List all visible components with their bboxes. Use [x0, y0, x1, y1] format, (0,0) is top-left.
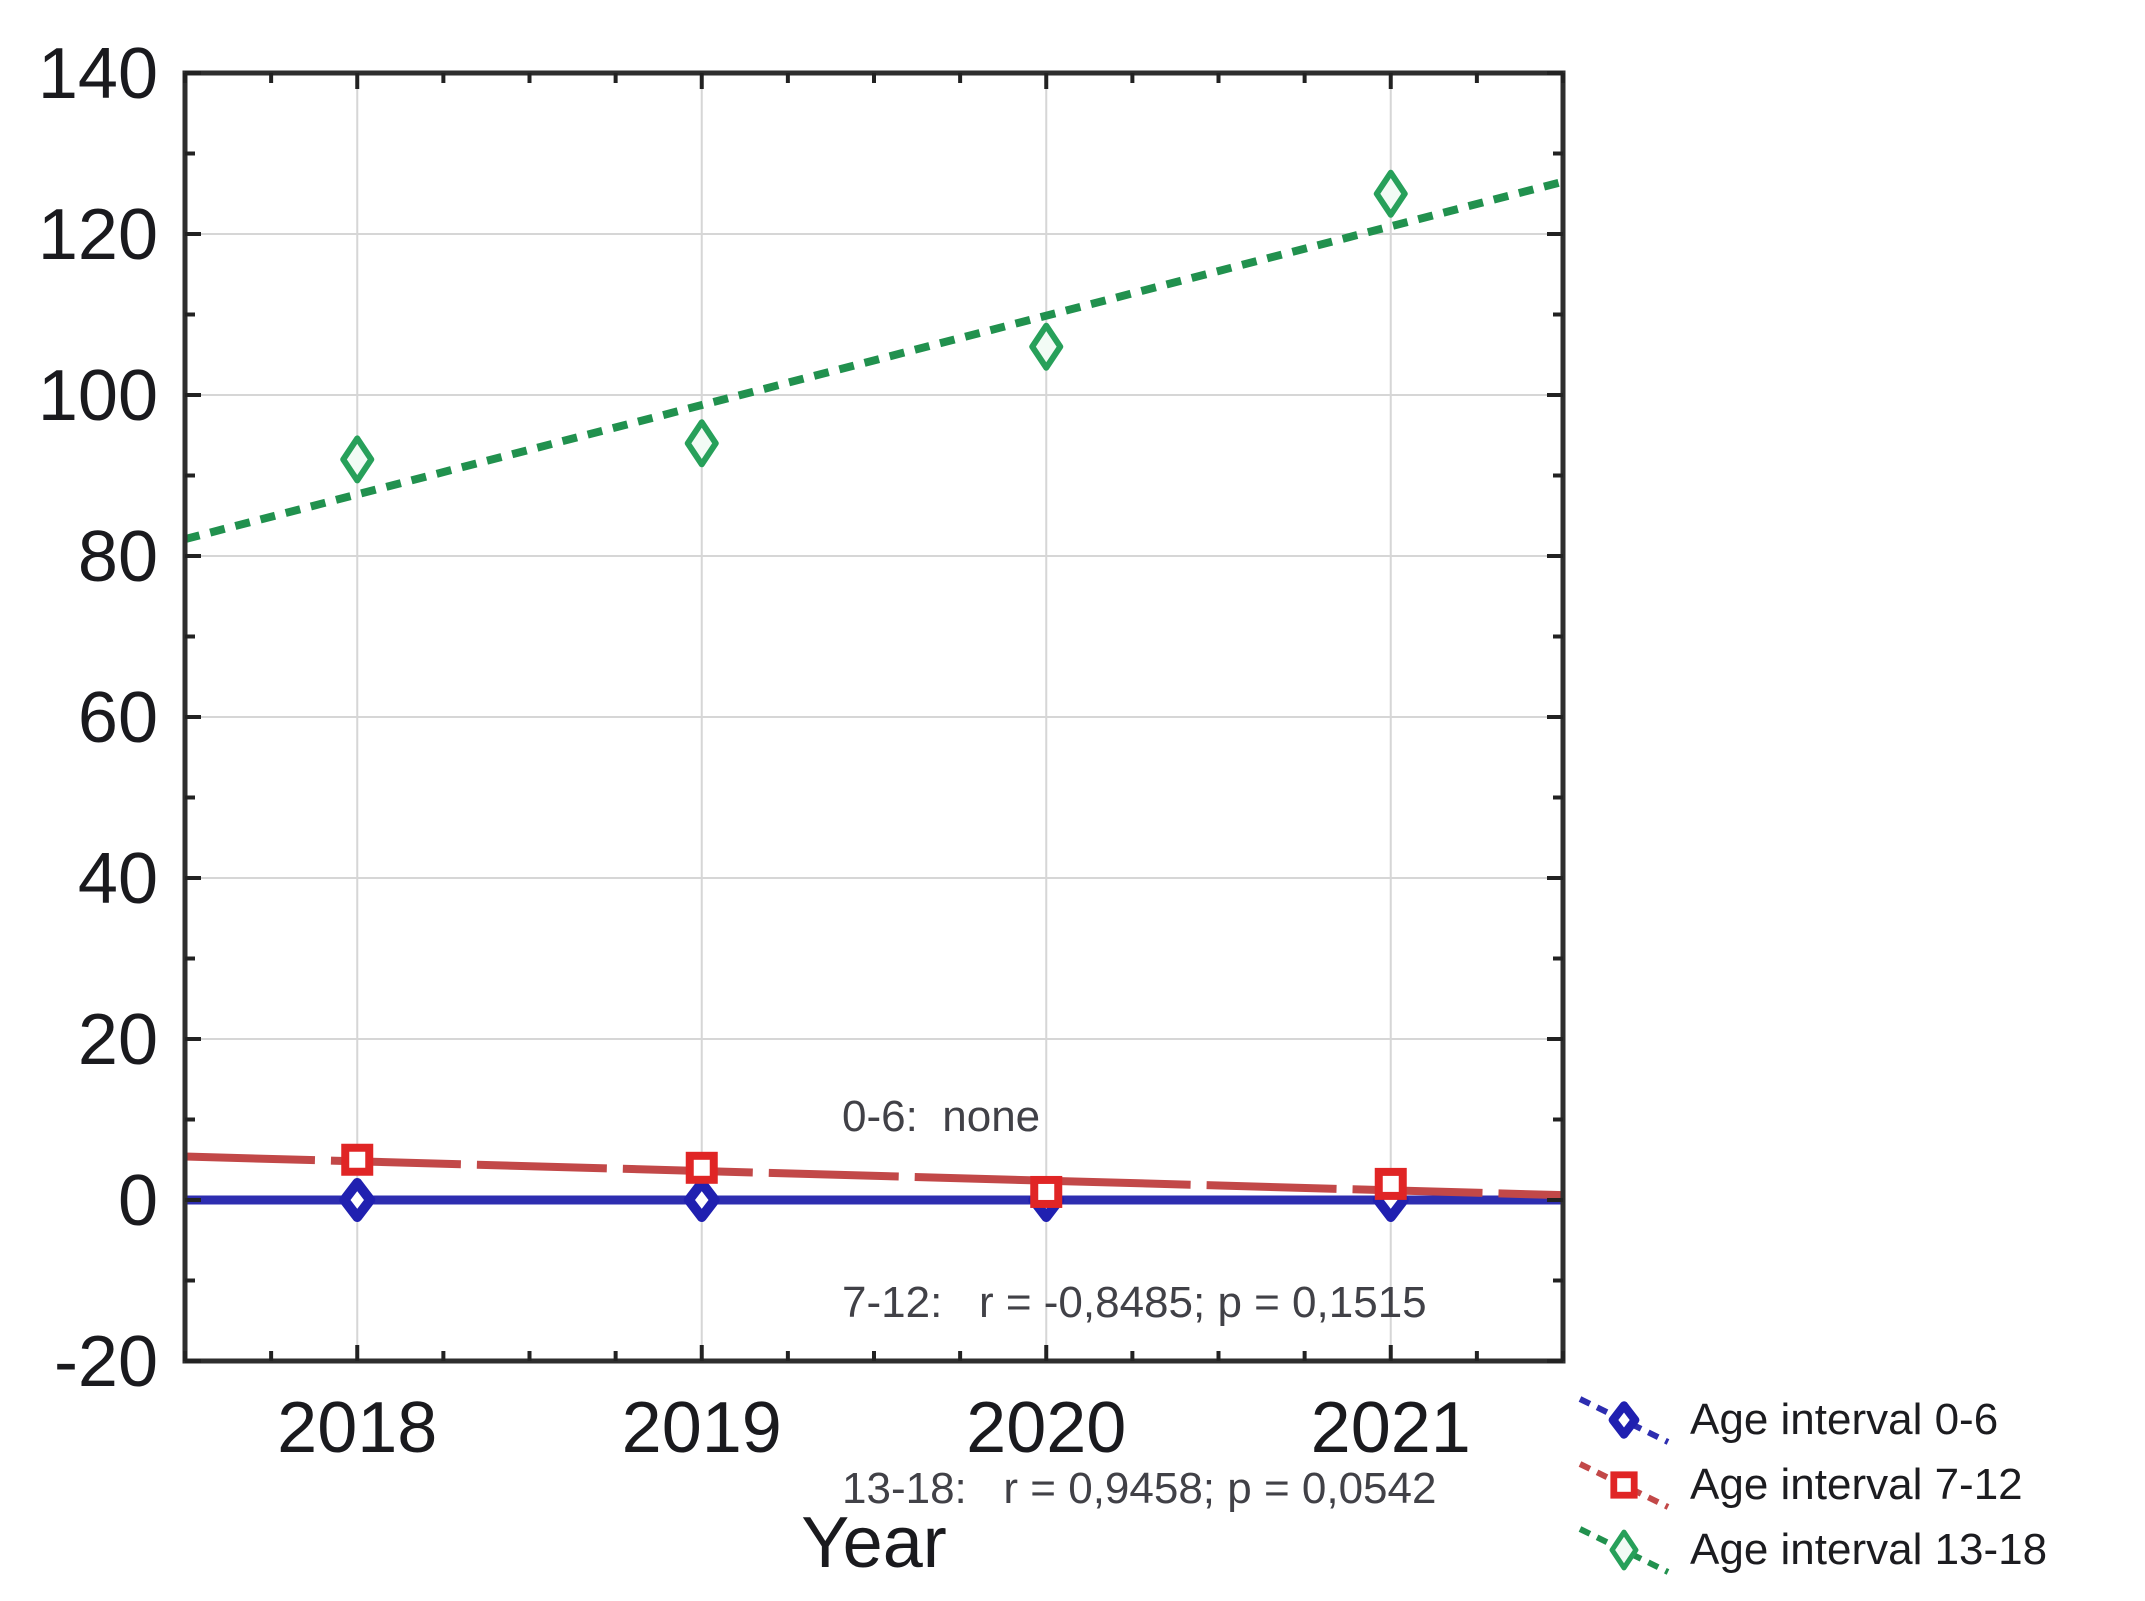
data-point-series-0-2018 [339, 1178, 376, 1222]
data-point-series-2-2019 [684, 419, 719, 468]
y-tick-label: 40 [78, 839, 158, 919]
data-points [339, 169, 1409, 1222]
trend-line-series-1 [184, 1152, 1564, 1200]
y-tick-label: 0 [118, 1161, 158, 1241]
trend-lines [183, 177, 1565, 1205]
data-point-series-1-2021 [1374, 1167, 1407, 1200]
legend-label-age-7-12: Age interval 7-12 [1690, 1459, 2023, 1509]
data-point-series-2-2018 [340, 435, 375, 484]
legend-sample-marker [1608, 1400, 1640, 1439]
axis-ticks [183, 71, 1565, 1363]
legend-sample-marker [1610, 1470, 1638, 1499]
y-tick-label: 120 [38, 195, 158, 275]
y-tick-label: 100 [38, 356, 158, 436]
legend-sample-marker [1609, 1529, 1639, 1570]
legend-sample-square-red-icon [1578, 1460, 1670, 1510]
correlation-annotation: 0-6: none 7-12: r = -0,8485; p = 0,1515 … [842, 962, 1436, 1601]
legend-sample-diamond-blue-icon [1578, 1395, 1670, 1445]
data-point-series-1-2018 [341, 1143, 374, 1176]
axis-labels: -20 0 20 40 60 80 100 120 140 2018 2019 2020 2021 [38, 34, 1471, 1468]
legend-sample-diamond-green-icon [1578, 1525, 1670, 1575]
data-point-series-1-2020 [1030, 1175, 1063, 1208]
legend-item-age-7-12: Age interval 7-12 [1572, 1452, 2047, 1517]
annotation-line-0-6: 0-6: none [842, 1092, 1041, 1141]
annotation-line-13-18: 13-18: r = 0,9458; p = 0,0542 [842, 1464, 1437, 1513]
data-point-series-2-2021 [1373, 169, 1408, 218]
x-axis-title: Year [801, 1503, 947, 1583]
annotation-line-7-12: 7-12: r = -0,8485; p = 0,1515 [842, 1278, 1427, 1327]
data-point-series-1-2019 [685, 1151, 718, 1184]
data-point-series-2-2020 [1029, 322, 1064, 371]
y-tick-label: 60 [78, 678, 158, 758]
data-point-series-0-2019 [683, 1178, 720, 1222]
legend-label-age-0-6: Age interval 0-6 [1690, 1394, 1999, 1444]
legend-label-age-13-18: Age interval 13-18 [1690, 1524, 2048, 1574]
legend-item-age-13-18: Age interval 13-18 [1572, 1517, 2047, 1582]
y-tick-label: 20 [78, 1000, 158, 1080]
legend-item-age-0-6: Age interval 0-6 [1572, 1387, 2047, 1452]
x-tick-label: 2020 [966, 1388, 1126, 1468]
x-tick-label: 2019 [622, 1388, 782, 1468]
legend: Age interval 0-6 Age interval 7-12 Age i… [1572, 1387, 2047, 1582]
trend-line-series-2 [183, 177, 1565, 543]
x-tick-label: 2021 [1311, 1388, 1471, 1468]
y-tick-label: 80 [78, 517, 158, 597]
x-tick-label: 2018 [277, 1388, 437, 1468]
y-tick-label: -20 [54, 1322, 158, 1402]
gridlines [185, 73, 1563, 1361]
y-tick-label: 140 [38, 34, 158, 114]
